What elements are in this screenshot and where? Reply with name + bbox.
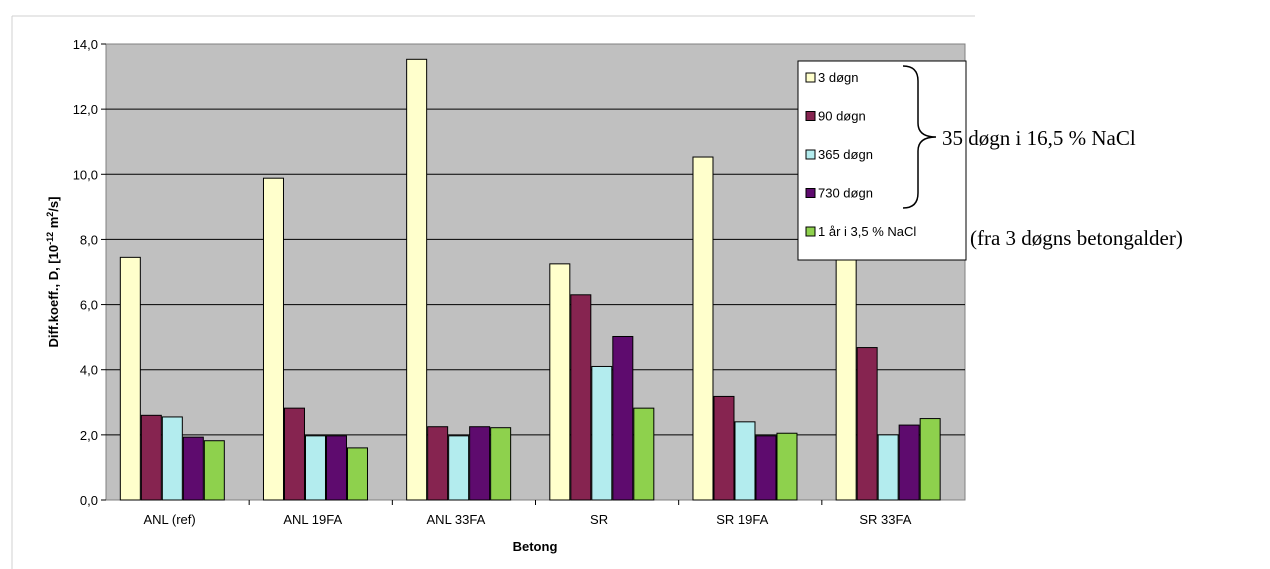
y-tick-label: 10,0 bbox=[73, 167, 98, 182]
bar bbox=[491, 428, 511, 500]
bar bbox=[120, 257, 140, 500]
bar bbox=[326, 436, 346, 500]
legend-label: 365 døgn bbox=[818, 147, 873, 162]
y-axis-title-end: /s] bbox=[46, 197, 61, 212]
x-tick-label: ANL 33FA bbox=[427, 512, 486, 527]
legend-label: 1 år i 3,5 % NaCl bbox=[818, 224, 916, 239]
bar bbox=[777, 433, 797, 500]
bar bbox=[428, 427, 448, 500]
x-tick-label: SR bbox=[590, 512, 608, 527]
bar bbox=[183, 437, 203, 500]
bar bbox=[141, 415, 161, 500]
legend-label: 730 døgn bbox=[818, 186, 873, 201]
bar bbox=[693, 157, 713, 500]
bar bbox=[470, 427, 490, 500]
bar bbox=[550, 264, 570, 500]
x-tick-label: SR 33FA bbox=[859, 512, 911, 527]
bar bbox=[857, 348, 877, 500]
bar bbox=[592, 366, 612, 500]
y-axis-title-exp1: -12 bbox=[45, 232, 55, 245]
y-axis-title: Diff.koeff., D, [10-12 m2/s] bbox=[45, 197, 61, 348]
legend-swatch bbox=[806, 227, 815, 236]
y-tick-label: 2,0 bbox=[80, 428, 98, 443]
legend-swatch bbox=[806, 73, 815, 82]
legend-label: 3 døgn bbox=[818, 70, 858, 85]
bar bbox=[756, 436, 776, 500]
bar bbox=[449, 436, 469, 500]
bar bbox=[305, 436, 325, 500]
legend-swatch bbox=[806, 150, 815, 159]
y-tick-label: 12,0 bbox=[73, 102, 98, 117]
bar bbox=[204, 441, 224, 500]
x-tick-label: ANL (ref) bbox=[143, 512, 195, 527]
bar bbox=[714, 396, 734, 500]
legend-label: 90 døgn bbox=[818, 109, 866, 124]
y-tick-labels: 0,0 2,0 4,0 6,0 8,0 10,0 12,0 14,0 bbox=[73, 37, 98, 508]
nacl-note-annotation: (fra 3 døgns betongalder) bbox=[970, 226, 1183, 250]
x-axis-title: Betong bbox=[513, 539, 558, 554]
bar bbox=[634, 408, 654, 500]
bar bbox=[920, 419, 940, 500]
bar bbox=[284, 408, 304, 500]
y-axis-title-mid: m bbox=[46, 217, 61, 232]
y-tick-label: 8,0 bbox=[80, 232, 98, 247]
y-axis-title-main: Diff.koeff., D, [10 bbox=[46, 245, 61, 348]
y-tick-label: 0,0 bbox=[80, 493, 98, 508]
y-tick-label: 6,0 bbox=[80, 298, 98, 313]
y-tick-label: 4,0 bbox=[80, 363, 98, 378]
bar bbox=[263, 178, 283, 500]
bar bbox=[899, 425, 919, 500]
x-tick-label: SR 19FA bbox=[716, 512, 768, 527]
y-tick-label: 14,0 bbox=[73, 37, 98, 52]
bar bbox=[162, 417, 182, 500]
bar bbox=[878, 435, 898, 500]
bar bbox=[347, 448, 367, 500]
legend-swatch bbox=[806, 189, 815, 198]
bar bbox=[407, 59, 427, 500]
legend-swatch bbox=[806, 112, 815, 121]
x-tick-labels: ANL (ref) ANL 19FA ANL 33FA SR SR 19FA SR 33F… bbox=[143, 512, 911, 527]
bar bbox=[735, 422, 755, 500]
bar bbox=[613, 336, 633, 500]
bar bbox=[571, 295, 591, 500]
x-tick-label: ANL 19FA bbox=[283, 512, 342, 527]
brace-annotation: 35 døgn i 16,5 % NaCl bbox=[942, 126, 1136, 150]
